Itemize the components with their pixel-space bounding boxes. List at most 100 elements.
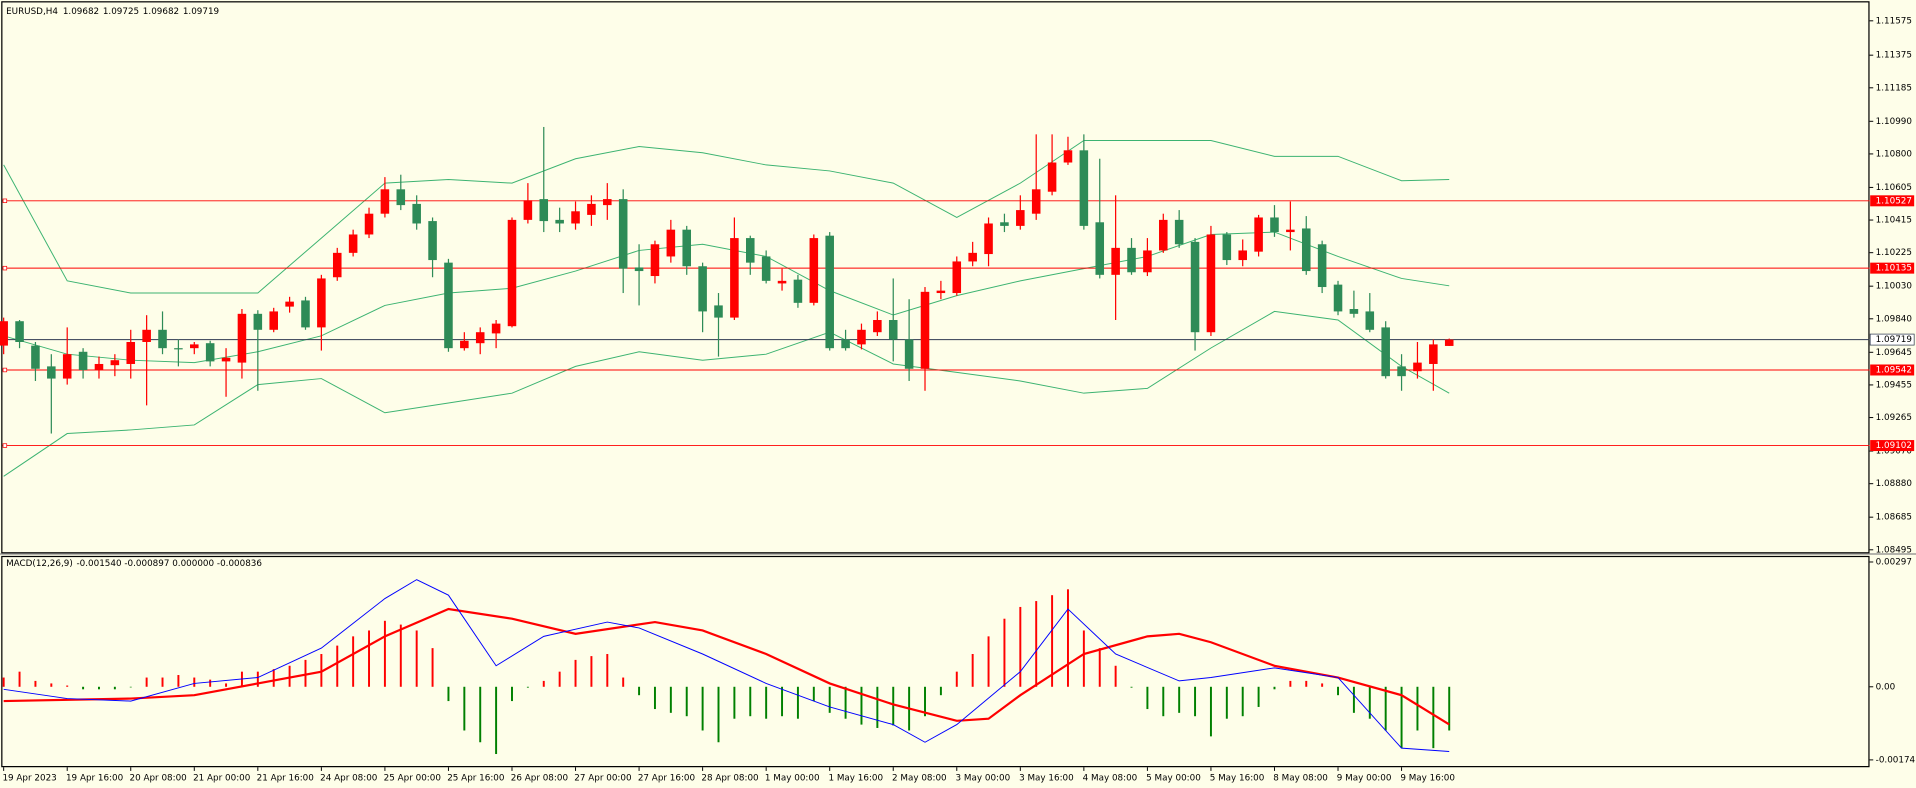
candle-body [285,301,294,307]
level-label: 1.09542 [1876,365,1912,375]
macd-histogram-bar [1289,680,1292,687]
candle-body [47,366,56,379]
x-tick-label: 19 Apr 2023 [2,774,56,784]
macd-histogram-bar [653,686,656,710]
candle-body [507,219,517,327]
candle-body [110,360,120,366]
macd-histogram-bar [256,671,259,687]
macd-histogram-bar [50,683,53,687]
macd-histogram-bar [272,669,275,687]
x-tick-label: 2 May 08:00 [892,774,947,784]
macd-histogram-bar [129,686,132,688]
candle-body [205,343,215,362]
macd-histogram-bar [225,683,228,687]
y-tick-label: 0.00297 [1876,557,1912,567]
macd-histogram-bar [844,686,847,719]
candle-body [1301,228,1311,272]
macd-histogram-bar [987,636,990,687]
y-tick-label: 1.09070 [1876,447,1912,457]
candle-body [920,291,930,369]
y-tick-label: 1.10605 [1876,183,1912,193]
macd-histogram-bar [399,624,402,687]
macd-histogram-bar [145,677,148,687]
macd-histogram-bar [511,686,513,702]
candle-body [809,238,819,303]
level-label: 1.10527 [1876,196,1912,206]
candle-body [1429,344,1438,364]
macd-histogram-bar [431,648,434,687]
macd-histogram-bar [924,686,926,717]
y-tick-label: 1.10030 [1876,282,1912,292]
macd-histogram-bar [1051,595,1054,687]
macd-histogram-bar [304,659,307,687]
candle-body [1190,241,1200,333]
macd-histogram-bar [1368,686,1371,719]
macd-histogram-bar [161,677,164,687]
macd-histogram-bar [383,620,386,687]
x-tick-label: 1 May 16:00 [828,774,883,784]
candle-body [428,221,437,261]
candle-body [603,199,612,206]
x-tick-label: 3 May 16:00 [1019,774,1074,784]
candle-body [698,266,707,312]
candle-body [1063,150,1073,163]
candle-body [475,332,485,344]
candle-body [364,213,374,235]
macd-histogram-bar [1019,606,1022,687]
x-tick-label: 21 Apr 16:00 [257,774,314,784]
macd-histogram-bar [1257,686,1260,707]
candle-body [1270,217,1279,233]
macd-histogram-bar [955,671,958,687]
macd-histogram-bar [733,686,736,719]
candle-body [523,200,533,220]
candle-body [126,341,136,364]
macd-histogram-bar [97,686,100,690]
bid-label-box [1869,333,1915,346]
candle-body [444,262,453,349]
macd-histogram-bar [336,645,339,687]
macd-histogram-bar [701,686,704,731]
candle-body [571,211,580,224]
macd-histogram-bar [1225,686,1228,719]
candle-body [1031,189,1041,214]
macd-histogram-bar [1066,589,1069,687]
macd-histogram-bar [1352,686,1355,713]
candle-body [412,203,421,224]
y-tick-label: 1.08495 [1876,545,1912,555]
macd-histogram-bar [1098,648,1101,687]
macd-histogram-bar [1337,686,1340,696]
candle-body [0,321,8,346]
candle-body [301,300,310,328]
candle-body [460,340,469,349]
candle-body [634,267,644,272]
candle-body [984,223,993,255]
candle-body [587,203,596,215]
candle-body [1397,366,1406,377]
macd-histogram-bar [558,671,561,687]
candle-body [31,345,40,369]
y-tick-label: 1.10800 [1876,149,1912,159]
macd-histogram-bar [1194,686,1197,717]
macd-histogram-bar [1082,630,1085,687]
macd-histogram-bar [447,686,450,702]
macd-histogram-bar [66,685,69,687]
level-label: 1.09102 [1876,441,1912,451]
candle-body [1000,222,1009,226]
y-tick-label: 1.11575 [1876,16,1912,26]
candle-body [888,320,898,340]
x-tick-label: 27 Apr 16:00 [638,774,695,784]
candle-body [666,229,676,257]
y-tick-label: 1.09645 [1876,348,1912,358]
level-anchor [2,443,8,448]
macd-histogram-bar [812,686,815,702]
bollinger-lower [3,310,1450,477]
x-tick-label: 25 Apr 16:00 [447,774,504,784]
macd-histogram-bar [796,686,799,719]
candle-body [1159,219,1168,251]
candle-body [1254,217,1263,252]
y-tick-label: 1.09840 [1876,314,1912,324]
macd-histogram-bar [1178,686,1181,713]
candle-body [158,329,167,349]
macd-histogram-bar [34,680,37,687]
